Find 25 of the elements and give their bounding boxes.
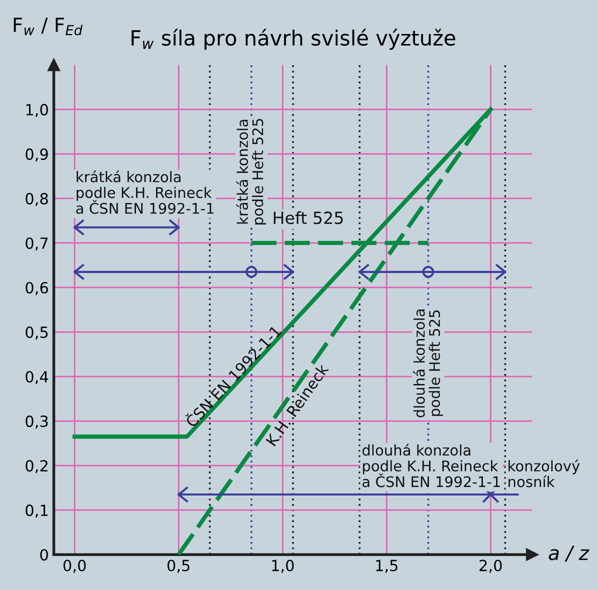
y-tick-label: 0,7 <box>26 237 48 251</box>
series-label: Heft 525 <box>274 211 343 224</box>
x-tick-label: 2,0 <box>480 560 502 573</box>
chart-title: F$_{w}$ síla pro návrh svislé výztuže <box>132 28 456 50</box>
x-tick-label: 1,5 <box>376 560 398 573</box>
x-axis-title: a / z <box>548 546 590 562</box>
x-tick-label: 1,0 <box>272 560 294 573</box>
y-axis-title: F$_{w}$ / F$_{Ed}$ <box>14 18 83 36</box>
annotation: dlouhá konzola podle Heft 525 <box>412 310 443 418</box>
y-tick-label: 0,5 <box>26 326 48 340</box>
annotation: konzolový nosník <box>508 460 580 488</box>
y-tick-label: 1,0 <box>26 104 48 117</box>
y-tick-label: 0,9 <box>26 148 48 162</box>
annotation: krátká konzola podle K.H. Reineck a ČSN EN 1992-1-1 <box>76 170 214 214</box>
y-tick-label: 0 <box>40 549 48 561</box>
x-tick-label: 0,5 <box>167 560 190 573</box>
y-tick-label: 0,1 <box>26 504 48 518</box>
annotation: krátká konzola podle Heft 525 <box>236 118 266 224</box>
annotation: dlouhá konzola podle K.H. Reineck a ČSN EN 1992-1-1 <box>362 444 500 488</box>
y-tick-label: 0,8 <box>26 192 48 206</box>
x-tick-label: 0,0 <box>63 560 86 573</box>
y-tick-label: 0,6 <box>26 282 48 296</box>
y-tick-label: 0,2 <box>26 460 48 474</box>
y-tick-label: 0,4 <box>26 370 48 384</box>
y-tick-label: 0,3 <box>26 416 48 429</box>
